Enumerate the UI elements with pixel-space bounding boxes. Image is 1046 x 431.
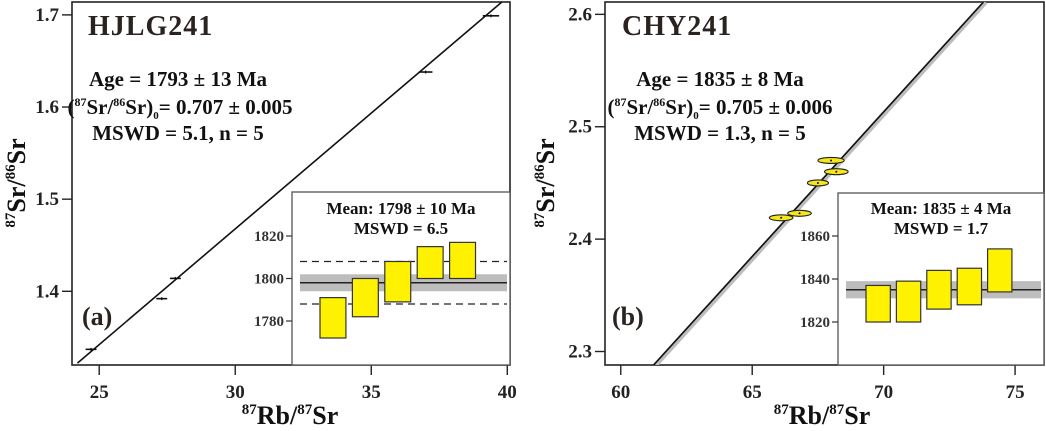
data-point-center	[798, 212, 801, 215]
x-tick-label: 40	[498, 382, 517, 403]
plot-area	[653, 2, 988, 365]
panel-b-title: CHY241	[622, 11, 732, 42]
panel-a-age: Age = 1793 ± 13 Ma	[89, 67, 268, 91]
inset-bar	[384, 260, 412, 303]
inset-bar	[865, 284, 891, 323]
panel-a-initial-ratio: (87Sr/86Sr)0= 0.707 ± 0.005	[67, 95, 292, 122]
y-tick-label: 2.3	[568, 342, 592, 363]
y-tick-label: 1.6	[35, 97, 59, 118]
panel-a-xlabel: 87Rb/87Sr	[242, 401, 338, 430]
inset-bar	[351, 277, 379, 318]
panel-1-plot: 2.3 2.4 2.5 2.6 60 65 70 75 1820 1840 1860	[568, 1, 1045, 403]
inset-bar	[416, 246, 444, 280]
y-tick-label: 1.4	[35, 281, 59, 302]
y-tick-label: 2.4	[568, 229, 592, 250]
data-point-center	[835, 170, 838, 173]
inset-y-tick-label: 1820	[254, 229, 284, 245]
data-point-center	[780, 216, 783, 219]
panel-a-inset-title: Mean: 1798 ± 10 Ma	[326, 199, 476, 218]
panel-b-mswd: MSWD = 1.3, n = 5	[634, 121, 806, 145]
inset-weighted-mean: 1820 1840 1860	[800, 192, 1045, 366]
x-tick-label: 35	[362, 382, 381, 403]
panel-a: 1.4 1.5 1.6 1.7 25 30 35 40 1780 1800 1820 HJLG241…	[2, 1, 517, 430]
inset-bar	[926, 269, 952, 310]
inset-bar	[956, 267, 983, 306]
inset-bar	[319, 297, 347, 339]
inset-bar	[895, 280, 922, 323]
inset-y-tick-label: 1860	[800, 229, 830, 245]
x-tick-label: 65	[743, 382, 762, 403]
x-tick-label: 30	[226, 382, 245, 403]
y-tick-label: 2.6	[568, 4, 592, 25]
panel-b-xlabel: 87Rb/87Sr	[774, 401, 870, 430]
x-tick-label: 60	[611, 382, 630, 403]
panel-a-label: (a)	[82, 302, 112, 331]
x-tick-label: 75	[1006, 382, 1025, 403]
panel-b-initial-ratio: (87Sr/86Sr)0= 0.705 ± 0.006	[607, 95, 832, 122]
inset-y-tick-label: 1820	[800, 315, 830, 331]
panel-a-title: HJLG241	[88, 11, 213, 42]
x-tick-label: 25	[90, 382, 109, 403]
panel-b-inset-title: Mean: 1835 ± 4 Ma	[871, 199, 1012, 218]
data-point-center	[816, 181, 819, 184]
x-tick-label: 70	[874, 382, 893, 403]
panel-b-label: (b)	[612, 302, 644, 331]
y-tick-label: 1.7	[35, 5, 59, 26]
inset-bar	[449, 241, 477, 280]
panel-b-age: Age = 1835 ± 8 Ma	[636, 67, 804, 91]
panel-a-inset-mswd: MSWD = 6.5	[354, 219, 448, 238]
data-point-center	[830, 159, 833, 162]
isochron-line	[76, 2, 503, 364]
y-tick-label: 1.5	[35, 189, 59, 210]
inset-weighted-mean: 1780 1800 1820	[254, 191, 511, 366]
y-tick-label: 2.5	[568, 117, 592, 138]
panel-b-ylabel: 87Sr/86Sr	[531, 138, 560, 227]
panel-a-mswd: MSWD = 5.1, n = 5	[92, 121, 264, 145]
panel-0-plot: 1.4 1.5 1.6 1.7 25 30 35 40 1780 1800 1820	[35, 1, 517, 403]
inset-y-tick-label: 1800	[254, 272, 284, 288]
panel-a-ylabel: 87Sr/86Sr	[2, 138, 31, 227]
inset-y-tick-label: 1780	[254, 314, 284, 330]
panel-b-inset-mswd: MSWD = 1.7	[894, 219, 989, 238]
inset-bar	[986, 248, 1013, 293]
plot-area	[76, 2, 503, 364]
inset-y-tick-label: 1840	[800, 272, 830, 288]
